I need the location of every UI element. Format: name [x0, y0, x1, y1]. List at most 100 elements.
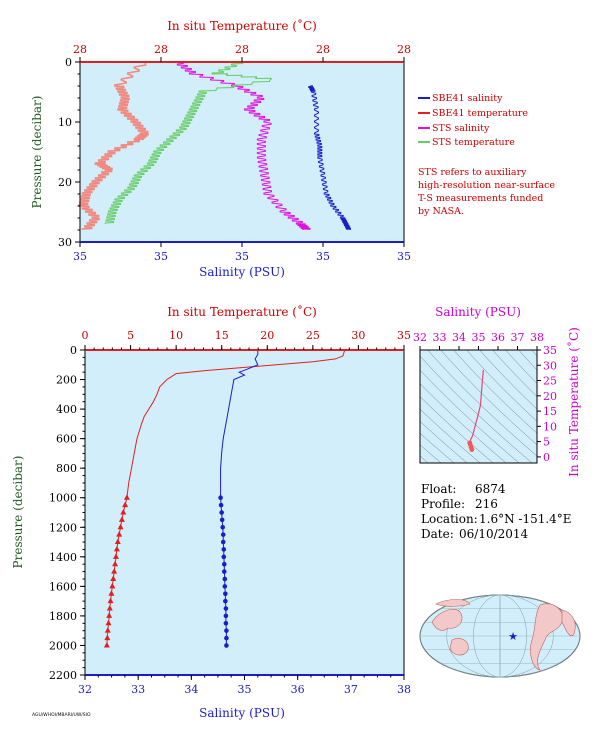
- full-profile-bottom-tick-label: 37: [344, 683, 358, 696]
- world-map: ★: [419, 594, 581, 678]
- full-profile-left-axis-label: Pressure (decibar): [11, 456, 25, 569]
- salinity-marker: [219, 517, 225, 523]
- ts-right-tick-label: 5: [543, 436, 550, 449]
- temperature-marker: [122, 501, 129, 508]
- ts-right-tick-label: 0: [543, 451, 550, 464]
- ts-top-tick-label: 32: [413, 331, 427, 344]
- ts-series-group: [467, 369, 484, 452]
- salinity-marker: [223, 613, 229, 619]
- salinity-marker: [221, 561, 227, 567]
- legend-item-sbe-temperature: SBE41 temperature: [432, 108, 528, 119]
- near-surface-bottom-tick-label: 35: [397, 250, 411, 263]
- ts-density-contour: [492, 350, 537, 397]
- full-profile-top-tick-label: 5: [127, 329, 134, 342]
- temperature-marker: [108, 590, 115, 596]
- salinity-marker: [224, 635, 229, 641]
- near-surface-top-tick-label: 28: [73, 43, 87, 56]
- near-surface-left-tick-label: 20: [58, 176, 72, 189]
- ts-right-tick-label: 20: [543, 390, 557, 403]
- date-value: 06/10/2014: [459, 527, 529, 541]
- full-profile-bottom-axis-label: Salinity (PSU): [199, 706, 285, 720]
- near-surface-top-tick-label: 28: [316, 43, 330, 56]
- temperature-marker: [110, 575, 117, 581]
- temperature-marker: [112, 553, 119, 559]
- ts-top-tick-label: 36: [491, 331, 505, 344]
- salinity-marker: [219, 510, 224, 515]
- ts-top-axis-label: Salinity (PSU): [435, 305, 521, 319]
- full-profile-top-tick-label: 15: [215, 329, 229, 342]
- salinity-marker: [224, 628, 229, 633]
- full-profile-left-tick-label: 800: [56, 462, 77, 475]
- salinity-marker: [220, 532, 226, 537]
- temperature-marker: [105, 619, 112, 626]
- salinity-marker: [223, 606, 229, 611]
- full-profile-bottom-tick-label: 32: [78, 683, 92, 696]
- full-profile-left-tick-label: 1400: [49, 551, 77, 564]
- ts-plot-area: [420, 350, 537, 463]
- full-profile-left-tick-label: 600: [56, 433, 77, 446]
- salinity-marker: [220, 524, 226, 530]
- profile-label: Profile:: [421, 497, 465, 511]
- near-surface-plot: 28 28 28 28 28 35 35 35 35 35 0 10 20 30 In situ Temp…: [30, 18, 411, 279]
- near-surface-bottom-axis-label: Salinity (PSU): [199, 265, 285, 279]
- ts-density-contour: [466, 350, 537, 422]
- location-label: Location:: [421, 512, 478, 526]
- near-surface-top-axis-label: In situ Temperature (˚C): [167, 18, 317, 33]
- full-profile-plot: 0 5 10 15 20 25 30 35 32 33 34 35 36 37 38 0 200 400 600 80…: [11, 304, 411, 720]
- legend-item-sbe-salinity: SBE41 salinity: [432, 93, 503, 104]
- near-surface-left-tick-label: 0: [65, 56, 72, 69]
- legend-item-sts-salinity: STS salinity: [432, 123, 490, 134]
- near-surface-sbe-temperature-line: [78, 61, 149, 230]
- salinity-marker: [221, 554, 227, 560]
- temperature-marker: [116, 531, 123, 537]
- temperature-marker: [104, 627, 111, 633]
- float-location-star-icon: ★: [508, 630, 518, 643]
- date-label: Date:: [421, 527, 454, 541]
- ts-diagram: 32 33 34 35 36 37 38 0 5 10 15 20 25 30 35 Salinity (P…: [413, 305, 581, 477]
- near-surface-series-group: [78, 61, 351, 230]
- ts-right-tick-label: 35: [543, 344, 557, 357]
- location-value: 1.6°N -151.4°E: [479, 512, 572, 526]
- full-profile-left-tick-label: 400: [56, 403, 77, 416]
- legend: SBE41 salinity SBE41 temperature STS sal…: [418, 93, 555, 217]
- ts-top-tick-label: 38: [530, 331, 544, 344]
- ts-ticks: 32 33 34 35 36 37 38 0 5 10 15 20 25 30 35: [413, 331, 557, 464]
- ts-density-contour: [453, 350, 537, 434]
- full-profile-ticks: 0 5 10 15 20 25 30 35 32 33 34 35 36 37 38 0 200 400 600 80…: [49, 329, 411, 696]
- temperature-marker: [113, 545, 120, 552]
- ts-density-contour: [518, 350, 537, 371]
- salinity-marker: [218, 502, 224, 508]
- salinity-marker: [223, 620, 229, 626]
- full-profile-temperature-line: [126, 349, 346, 498]
- full-profile-left-tick-label: 2000: [49, 639, 77, 652]
- near-surface-top-tick-label: 28: [397, 43, 411, 56]
- ts-right-axis-label: In situ Temperature (˚C): [566, 327, 581, 477]
- full-profile-top-tick-label: 10: [169, 329, 183, 342]
- near-surface-bottom-tick-label: 35: [154, 250, 168, 263]
- full-profile-top-tick-label: 35: [397, 329, 411, 342]
- salinity-marker: [218, 495, 223, 501]
- full-profile-top-axis-label: In situ Temperature (˚C): [167, 304, 317, 319]
- ts-top-tick-label: 34: [452, 331, 466, 344]
- legend-note-line-4: by NASA.: [418, 206, 464, 217]
- ts-density-contour: [420, 383, 507, 463]
- near-surface-left-tick-label: 10: [58, 116, 72, 129]
- temperature-marker: [112, 560, 119, 567]
- ts-right-tick-label: 25: [543, 375, 557, 388]
- float-label: Float:: [421, 482, 456, 496]
- full-profile-left-tick-label: 2200: [49, 669, 77, 682]
- temperature-marker: [111, 568, 118, 574]
- ts-density-contour: [420, 396, 494, 463]
- salinity-marker: [221, 547, 227, 552]
- ts-deep-marker: [467, 440, 473, 446]
- full-profile-left-tick-label: 1600: [49, 580, 77, 593]
- ts-top-tick-label: 37: [511, 331, 525, 344]
- near-surface-left-axis-label: Pressure (decibar): [30, 96, 44, 209]
- full-profile-left-tick-label: 200: [56, 374, 77, 387]
- map-land-north: [435, 599, 471, 607]
- ts-top-tick-label: 35: [472, 331, 486, 344]
- full-profile-bottom-tick-label: 36: [291, 683, 305, 696]
- salinity-marker: [222, 584, 228, 589]
- map-land-asia: [431, 609, 463, 631]
- temperature-marker: [118, 516, 125, 522]
